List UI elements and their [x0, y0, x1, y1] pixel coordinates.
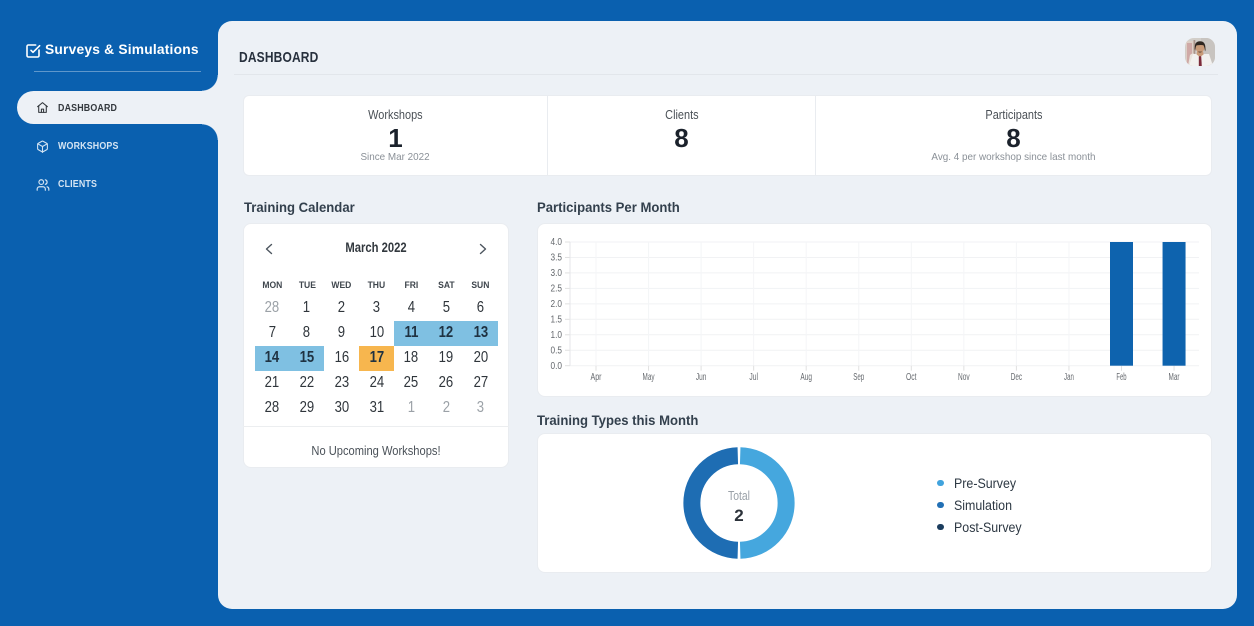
svg-text:Mar: Mar: [1169, 372, 1180, 383]
svg-text:Sep: Sep: [853, 372, 864, 383]
svg-text:Oct: Oct: [906, 372, 917, 383]
svg-text:1.0: 1.0: [551, 330, 563, 341]
svg-text:2: 2: [734, 506, 743, 525]
svg-text:0.0: 0.0: [551, 361, 563, 372]
svg-text:Aug: Aug: [800, 372, 812, 383]
svg-text:Jul: Jul: [749, 372, 758, 383]
svg-text:1.5: 1.5: [551, 315, 563, 326]
svg-text:Apr: Apr: [591, 372, 602, 383]
svg-text:3.0: 3.0: [551, 268, 563, 279]
svg-text:Total: Total: [728, 489, 750, 503]
svg-text:Nov: Nov: [958, 372, 970, 383]
svg-text:Jan: Jan: [1064, 372, 1074, 383]
svg-text:May: May: [643, 372, 655, 383]
svg-text:0.5: 0.5: [551, 345, 563, 356]
svg-text:2.0: 2.0: [551, 299, 563, 310]
svg-text:Feb: Feb: [1116, 372, 1126, 383]
svg-text:Jun: Jun: [696, 372, 707, 383]
svg-text:2.5: 2.5: [551, 284, 563, 295]
svg-text:Dec: Dec: [1011, 372, 1022, 383]
svg-text:4.0: 4.0: [551, 237, 563, 248]
svg-text:3.5: 3.5: [551, 253, 563, 264]
